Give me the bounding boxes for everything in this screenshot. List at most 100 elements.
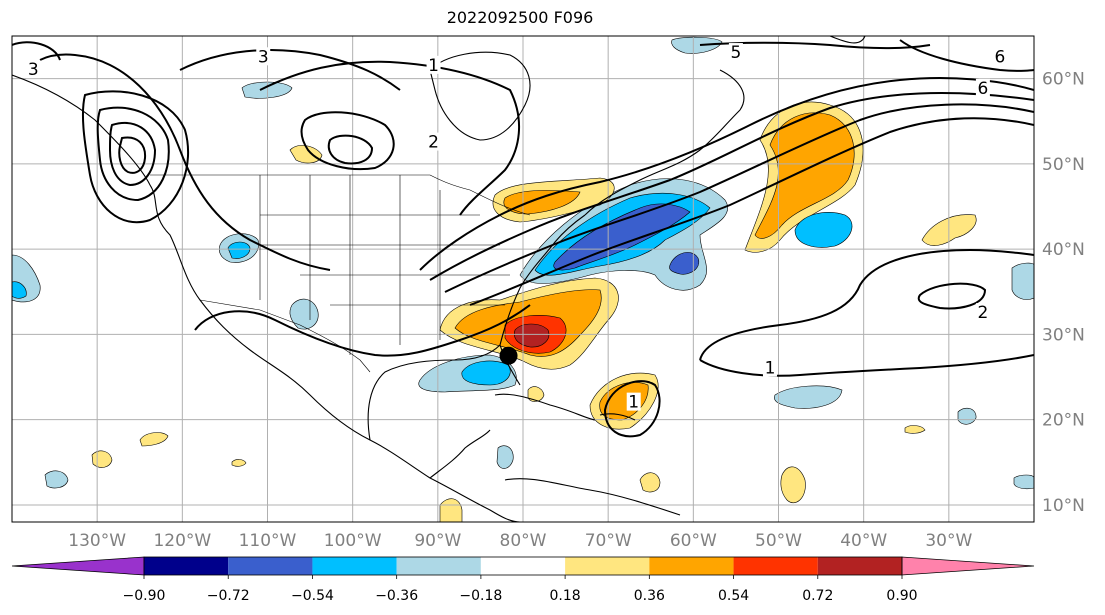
positive-anomaly-atlantic-ne-small xyxy=(289,145,323,164)
latitude-labels: 10°N 20°N 30°N 40°N 50°N 60°N xyxy=(1042,70,1085,516)
central-america xyxy=(429,429,491,479)
map-frame xyxy=(11,35,1035,523)
colorbar-segment xyxy=(144,557,229,575)
contour-low-alaska-2 xyxy=(96,106,170,202)
colorbar-segment xyxy=(228,557,313,575)
colorbar-extend-min xyxy=(11,556,145,576)
lat-tick-label: 40°N xyxy=(1042,240,1085,260)
lon-tick-label: 50°W xyxy=(755,531,802,551)
greenland-coast xyxy=(829,36,866,44)
contour-jet-2 xyxy=(444,103,1034,293)
lon-tick-label: 100°W xyxy=(324,531,382,551)
hudson-bay xyxy=(429,51,531,141)
contour-label-bg xyxy=(426,132,441,151)
colorbar-tick-label: 0.72 xyxy=(802,588,833,604)
contour-labels: 3 3 1 2 5 66 2 1 1 xyxy=(26,43,1007,413)
colorbar-tick-label: −0.18 xyxy=(459,588,502,604)
colorbar-border xyxy=(143,556,903,576)
contour-ridge-west xyxy=(39,53,331,271)
lon-tick-label: 120°W xyxy=(153,531,211,551)
contour-label-bg xyxy=(426,55,441,74)
colorbar-tick-label: −0.54 xyxy=(291,588,334,604)
contour-label: 3 xyxy=(258,47,269,67)
colorbar-labels: −0.90 −0.72 −0.54 −0.36 −0.18 0.18 0.36 0.54 0.7… xyxy=(123,575,918,604)
colorbar-tick-label: −0.90 xyxy=(123,588,166,604)
colorbar-tick-label: −0.72 xyxy=(207,588,250,604)
negative-anomaly-carib-east xyxy=(957,407,977,425)
east-coast xyxy=(499,214,586,346)
negative-anomaly-far-east xyxy=(1011,262,1034,300)
height-contours xyxy=(12,39,1034,438)
contour-label: 2 xyxy=(977,303,988,323)
contour-label: 6 xyxy=(995,47,1006,67)
contour-trough-east xyxy=(419,77,1034,271)
contour-label-bg xyxy=(992,47,1007,66)
contour-label: 2 xyxy=(428,133,439,153)
contour-caribbean-1 xyxy=(603,380,661,438)
contour-label-bg xyxy=(975,78,990,97)
lon-tick-label: 130°W xyxy=(68,531,126,551)
negative-anomaly-midatlantic-blob xyxy=(794,211,853,248)
negative-anomaly-gulf-core xyxy=(461,360,511,386)
contour-label-bg xyxy=(256,47,271,66)
negative-anomaly-hudson xyxy=(671,36,723,54)
positive-anomaly-tiny-pacific xyxy=(231,459,247,467)
contour-label-bg xyxy=(728,43,743,62)
negative-anomaly-rockies xyxy=(289,298,319,330)
storm-center-marker xyxy=(499,346,518,365)
contour-label-bg xyxy=(626,392,641,411)
negative-anomaly-pacific-west-core xyxy=(12,281,27,299)
negative-anomaly-far-east-s xyxy=(1013,474,1034,490)
map-area: 3 3 1 2 5 66 2 1 1 xyxy=(12,36,1034,522)
us-mexico-border xyxy=(199,299,371,373)
contour-label: 1 xyxy=(765,359,776,379)
negative-anomaly-west-us-core xyxy=(227,241,251,259)
longitude-labels: 130°W 120°W 110°W 100°W 90°W 80°W 70°W 60°W 50°W… xyxy=(68,531,972,551)
lon-tick-label: 110°W xyxy=(239,531,297,551)
contour-label: 3 xyxy=(28,60,39,80)
lat-tick-label: 50°N xyxy=(1042,155,1085,175)
lon-tick-label: 30°W xyxy=(925,531,972,551)
contour-label: 1 xyxy=(628,393,639,413)
contour-label: 5 xyxy=(731,43,742,63)
lon-tick-label: 90°W xyxy=(414,531,461,551)
negative-anomaly-south-america xyxy=(496,445,514,469)
state-lines xyxy=(259,175,510,355)
contour-closed-low-canada xyxy=(300,111,395,171)
contour-label-bg xyxy=(975,303,990,322)
contour-low-alaska-3 xyxy=(108,122,157,187)
colorbar-tick-label: −0.36 xyxy=(375,588,418,604)
gridlines xyxy=(12,36,1034,522)
lat-tick-label: 20°N xyxy=(1042,411,1085,431)
lat-tick-label: 60°N xyxy=(1042,70,1085,90)
contour-low-alaska-4 xyxy=(118,136,147,174)
contour-low-alaska-outer xyxy=(81,90,190,224)
colorbar-segment xyxy=(733,557,818,575)
colorbar-tick-label: 0.36 xyxy=(634,588,665,604)
colorbar-tick-label: 0.90 xyxy=(886,588,917,604)
colorbar-segment xyxy=(649,557,734,575)
positive-anomaly-central-atlantic-s xyxy=(780,466,806,504)
north-america-coastline xyxy=(12,74,521,522)
negative-anomaly-pacific-small xyxy=(44,470,69,489)
colorbar-extend-max xyxy=(901,556,1035,576)
contour-label-bg xyxy=(26,60,41,79)
contour-atlantic-high xyxy=(699,248,1034,361)
colorbar-tick-label: 0.54 xyxy=(718,588,749,604)
lon-tick-label: 40°W xyxy=(840,531,887,551)
hispaniola xyxy=(599,413,636,421)
cuba xyxy=(494,393,596,421)
canada-coast xyxy=(584,69,745,216)
positive-anomaly-south-america xyxy=(439,498,463,522)
contour-label: 6 xyxy=(977,79,988,99)
lon-tick-label: 70°W xyxy=(585,531,632,551)
colorbar xyxy=(11,556,1035,576)
contour-nw-corner xyxy=(12,41,61,61)
positive-anomaly-tiny-east xyxy=(904,425,926,434)
positive-anomaly-guyana xyxy=(639,472,661,493)
colorbar-segment xyxy=(396,557,481,575)
contour-jet-3 xyxy=(469,117,1034,306)
contour-1-label-line xyxy=(259,60,521,216)
lat-tick-label: 10°N xyxy=(1042,496,1085,516)
